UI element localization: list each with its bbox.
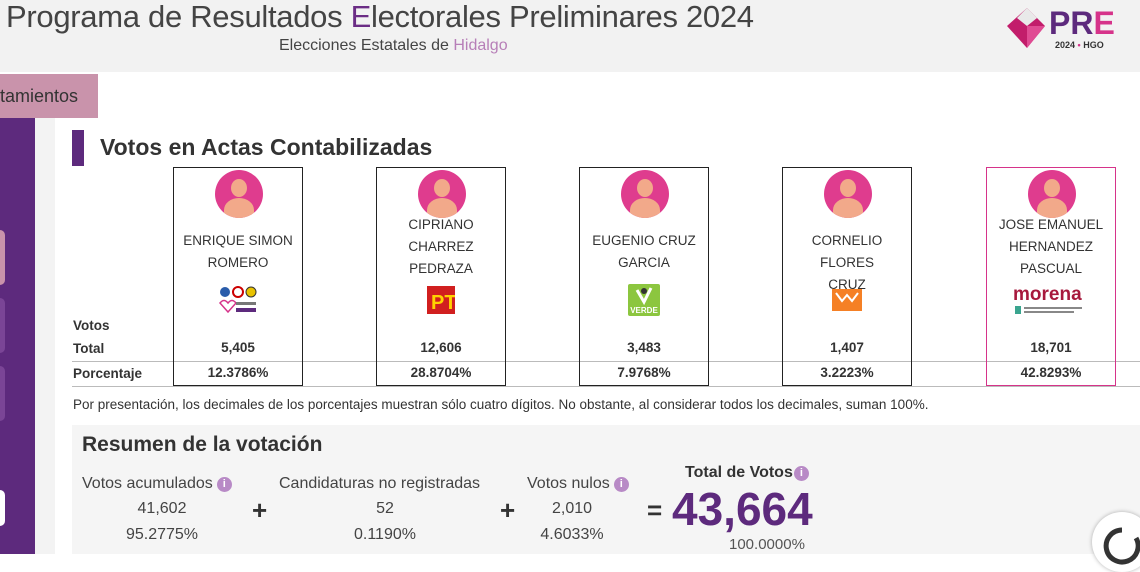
info-icon[interactable]: i bbox=[613, 477, 629, 492]
tab-ayuntamientos[interactable]: tamientos bbox=[0, 74, 98, 118]
section-accent bbox=[72, 130, 84, 166]
sidebar-button[interactable] bbox=[0, 298, 5, 353]
row-label-votos: Votos bbox=[73, 318, 110, 333]
candidate-name: EUGENIO CRUZ GARCIA bbox=[592, 233, 696, 270]
votos-acumulados-value: 41,602 bbox=[137, 500, 187, 517]
equals-sign: = bbox=[647, 495, 663, 525]
sidebar-button[interactable] bbox=[0, 230, 5, 285]
total-votos-label: Total de Votos i bbox=[685, 464, 809, 482]
svg-text:morena: morena bbox=[1013, 284, 1082, 305]
candidate-percentage: 12.3786% bbox=[207, 365, 269, 380]
candidate-total: 1,407 bbox=[830, 340, 864, 355]
candidate-name: JOSE EMANUEL HERNANDEZ PASCUAL bbox=[998, 217, 1104, 276]
total-votos-pct: 100.0000% bbox=[729, 536, 805, 553]
svg-text:PRE: PRE bbox=[1049, 5, 1115, 41]
info-icon[interactable]: i bbox=[793, 466, 809, 481]
total-votos-value: 43,664 bbox=[672, 483, 813, 535]
row-label-total: Total bbox=[73, 341, 105, 356]
svg-text:PT: PT bbox=[431, 292, 455, 314]
section-title: Votos en Actas Contabilizadas bbox=[100, 134, 433, 160]
candidate-total: 3,483 bbox=[627, 340, 661, 355]
party-logo-coalition bbox=[174, 282, 302, 318]
summary-panel bbox=[72, 425, 1140, 554]
plus-sign: + bbox=[252, 495, 268, 525]
sidebar-button[interactable] bbox=[0, 490, 5, 526]
candidate-card-leading[interactable]: JOSE EMANUEL HERNANDEZ PASCUAL morena 18,7… bbox=[986, 167, 1116, 386]
summary-title: Resumen de la votación bbox=[82, 433, 323, 456]
candidate-name: CORNELIO FLORES CRUZ bbox=[811, 233, 883, 292]
sidebar-button[interactable] bbox=[0, 366, 5, 421]
votos-nulos-value: 2,010 bbox=[551, 500, 593, 517]
avatar-icon bbox=[1028, 170, 1076, 218]
avatar-icon bbox=[824, 170, 872, 218]
party-label: VERDE bbox=[630, 306, 658, 315]
party-logo-pt: PT bbox=[377, 282, 505, 318]
page-subtitle: Elecciones Estatales de Hidalgo bbox=[279, 37, 508, 54]
candidate-total: 12,606 bbox=[420, 340, 462, 355]
sidebar-gutter bbox=[35, 118, 55, 554]
candidate-card[interactable]: CIPRIANO CHARREZ PEDRAZA PT 12,606 28.8704… bbox=[376, 167, 506, 386]
prep-logo: PRE 2024 • HGO bbox=[1005, 4, 1140, 52]
votos-nulos-pct: 4.6033% bbox=[540, 526, 604, 543]
candidate-name: ENRIQUE SIMON ROMERO bbox=[183, 233, 293, 270]
candidaturas-no-registradas-value: 52 bbox=[376, 500, 394, 517]
avatar-icon bbox=[418, 170, 466, 218]
candidate-percentage: 7.9768% bbox=[617, 365, 671, 380]
votos-acumulados-pct: 95.2775% bbox=[125, 526, 199, 543]
divider bbox=[72, 361, 1140, 362]
candidate-name: CIPRIANO CHARREZ PEDRAZA bbox=[408, 217, 474, 276]
sidebar bbox=[0, 118, 35, 554]
party-logo-movimiento-ciudadano bbox=[783, 282, 911, 318]
party-logo-verde: VERDE bbox=[580, 282, 708, 318]
candidate-card[interactable]: CORNELIO FLORES CRUZ 1,407 3.2223% bbox=[782, 167, 912, 386]
candidaturas-no-registradas-pct: 0.1190% bbox=[354, 526, 416, 543]
candidate-card[interactable]: EUGENIO CRUZ GARCIA VERDE 3,483 7.9768% bbox=[579, 167, 709, 386]
page-title: Programa de Resultados Electorales Preli… bbox=[6, 0, 754, 34]
percentage-note: Por presentación, los decimales de los p… bbox=[73, 397, 929, 412]
divider bbox=[72, 386, 1140, 387]
candidate-percentage: 3.2223% bbox=[820, 365, 874, 380]
avatar-icon bbox=[215, 170, 263, 218]
candidate-card[interactable]: ENRIQUE SIMON ROMERO 5,405 12.3786% bbox=[173, 167, 303, 386]
candidate-total: 5,405 bbox=[221, 340, 255, 355]
candidate-percentage: 42.8293% bbox=[1020, 365, 1082, 380]
svg-text:2024 • HGO: 2024 • HGO bbox=[1055, 40, 1104, 50]
candidaturas-no-registradas-label: Candidaturas no registradas bbox=[279, 475, 481, 492]
party-logo-morena: morena bbox=[987, 282, 1115, 318]
votos-nulos-label: Votos nulos i bbox=[527, 475, 629, 493]
candidate-total: 18,701 bbox=[1030, 340, 1072, 355]
floating-action-icon[interactable] bbox=[1092, 512, 1140, 572]
avatar-icon bbox=[621, 170, 669, 218]
candidate-percentage: 28.8704% bbox=[410, 365, 472, 380]
votos-acumulados-label: Votos acumulados i bbox=[82, 475, 232, 493]
row-label-porcentaje: Porcentaje bbox=[73, 366, 143, 381]
plus-sign: + bbox=[500, 495, 516, 525]
header bbox=[0, 0, 1140, 72]
info-icon[interactable]: i bbox=[216, 477, 232, 492]
